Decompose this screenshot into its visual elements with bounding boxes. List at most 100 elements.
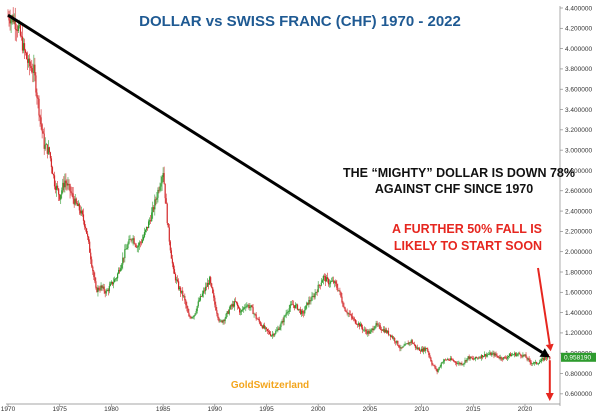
y-tick-label: 4.400000 [565,5,592,12]
candle-body [542,358,545,361]
candle-body [133,238,135,244]
candle-body [97,287,99,293]
candle-body [468,356,470,359]
candle-body [61,190,63,195]
candle-body [353,318,355,320]
candle-body [44,144,46,149]
candle-body [186,305,188,309]
candle-body [253,313,255,315]
candle-body [224,318,226,322]
candle-body [10,18,12,24]
candle-body [292,304,294,306]
candle-body [146,226,149,229]
candle-body [414,344,416,348]
candle-body [481,355,484,358]
candle-body [69,184,71,192]
candle-body [356,324,359,326]
candle-body [242,309,244,311]
candle-body [94,276,96,282]
y-tick-label: 2.400000 [565,208,592,215]
candle-body [510,354,513,357]
candle-body [470,356,472,359]
candle-body [289,304,291,309]
candle-body [235,301,238,304]
candle-body [387,330,390,335]
candle-body [296,304,299,310]
candle-body [172,263,175,270]
candle-body [385,329,388,333]
candle-body [47,147,49,154]
candle-body [15,29,17,30]
candle-body [266,329,269,331]
candle-body [91,259,93,267]
annotation-line-2: AGAINST CHF SINCE 1970 [375,182,533,196]
candle-body [245,306,247,308]
candle-body [455,361,457,363]
candle-body [545,357,547,358]
candle-body [67,184,69,186]
candle-body [382,329,384,331]
candle-body [23,43,26,51]
candle-body [383,329,385,333]
x-tick-label: 2015 [466,406,481,412]
candle-body [88,236,90,242]
candle-body [338,290,340,291]
candle-body [125,249,127,250]
candle-body [547,356,549,359]
candle-body [28,58,30,63]
red-arrowhead-diagonal [545,343,554,352]
candle-body [257,319,259,320]
candle-body [189,316,191,318]
candle-body [483,356,485,358]
candle-body [318,284,320,286]
x-tick-label: 2005 [363,406,378,412]
candle-body [322,275,324,281]
candle-body [391,336,393,337]
candle-body [495,353,497,356]
candle-body [283,316,285,323]
candle-body [332,280,334,282]
candle-body [181,290,183,293]
candle-body [355,323,358,325]
candle-body [36,92,38,98]
candle-body [376,323,378,325]
candle-body [420,348,423,352]
candle-body [445,359,447,361]
candle-body [323,275,325,277]
y-tick-label: 4.200000 [565,26,592,33]
candle-body [293,305,296,308]
candle-body [201,293,203,297]
candle-body [436,368,438,372]
candle-body [68,184,70,185]
candle-body [377,324,379,326]
candle-body [316,292,318,293]
candle-body [398,345,400,348]
candle-body [194,313,196,316]
candle-body [256,318,258,320]
candle-body [300,309,302,315]
candle-body [425,347,427,351]
candle-body [309,299,311,302]
candle-body [137,245,139,248]
candle-body [231,304,233,307]
candle-body [263,325,266,329]
candle-body [144,229,147,233]
candle-body [431,361,433,365]
candle-body [260,324,262,326]
candle-body [139,242,141,244]
candle-body [401,347,403,348]
candle-body [339,290,341,292]
candle-body [475,356,477,358]
candle-body [217,313,219,318]
candle-body [112,282,115,285]
candle-body [207,282,210,285]
candle-body [313,296,315,298]
y-tick-label: 1.400000 [565,310,592,317]
y-tick-label: 3.600000 [565,87,592,94]
candle-body [328,283,331,285]
candle-body [129,239,131,240]
candle-body [287,311,289,313]
candle-body [106,290,108,291]
candle-body [351,316,353,319]
